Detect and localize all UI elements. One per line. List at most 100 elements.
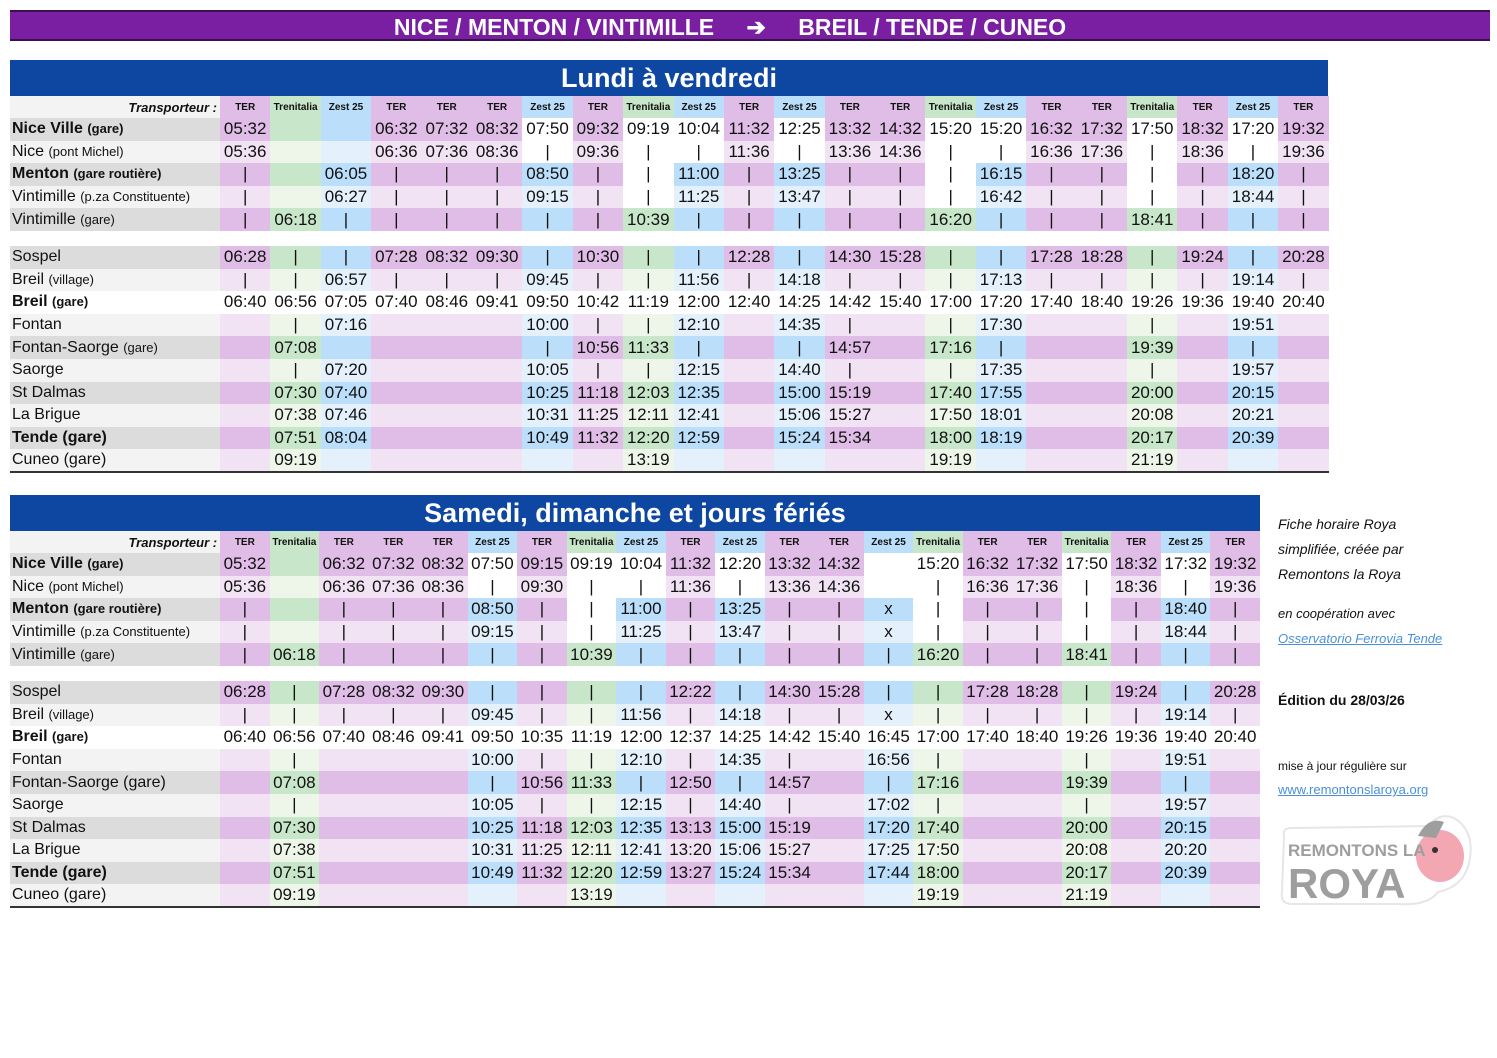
time-cell (962, 839, 1013, 862)
time-cell: | (623, 313, 674, 337)
time-cell: | (764, 703, 815, 727)
time-cell: 15:28 (814, 680, 864, 704)
time-cell: | (319, 643, 369, 666)
operator-header: Trenitalia (925, 96, 976, 118)
time-cell: 18:44 (1227, 185, 1279, 209)
operator-header: Trenitalia (1061, 531, 1112, 553)
time-cell (875, 336, 926, 359)
time-cell: 09:50 (467, 726, 518, 749)
time-cell (220, 336, 271, 359)
time-cell: 12:37 (665, 726, 716, 749)
time-cell: | (1111, 620, 1161, 644)
time-cell (1177, 426, 1228, 450)
time-cell: 06:40 (220, 291, 271, 314)
time-cell (320, 140, 372, 164)
time-cell (1012, 861, 1062, 885)
time-cell: | (1111, 703, 1161, 727)
time-cell: | (1227, 208, 1279, 231)
station-row: Breil (village) | | 06:57 | | | 09:45 | | 11:56 | 14… (10, 268, 1329, 292)
website-link[interactable]: www.remontonslaroya.org (1278, 782, 1429, 797)
time-cell: 17:00 (925, 291, 976, 314)
time-cell: 20:15 (1160, 816, 1211, 840)
time-cell: 11:00 (616, 598, 666, 621)
station-name: Sospel (10, 680, 221, 704)
time-cell: 15:27 (764, 839, 815, 862)
time-cell: 09:41 (418, 726, 468, 749)
time-cell (319, 884, 369, 907)
time-cell (875, 449, 926, 472)
operator-header: TER (1012, 531, 1062, 553)
title-bar: NICE / MENTON / VINTIMILLE ➔ BREIL / TEN… (10, 10, 1490, 41)
time-cell (665, 884, 716, 907)
credit-line-2: simplifiée, créée par (1278, 541, 1404, 557)
station-name: Cuneo (gare) (10, 449, 220, 472)
time-cell (863, 884, 914, 907)
time-cell (418, 816, 468, 840)
time-cell: 18:28 (1012, 680, 1062, 704)
station-name: St Dalmas (10, 816, 221, 840)
time-cell: | (863, 680, 914, 704)
operator-header: Trenitalia (269, 531, 320, 553)
time-cell: 09:50 (522, 291, 573, 314)
time-cell (418, 839, 468, 862)
time-cell: | (764, 620, 815, 644)
time-cell: 20:17 (1127, 426, 1178, 450)
time-cell: 20:28 (1210, 680, 1260, 704)
time-cell: | (371, 208, 422, 231)
time-cell: 20:40 (1278, 291, 1329, 314)
time-cell (421, 449, 472, 472)
time-cell (1210, 793, 1260, 817)
time-cell (863, 553, 914, 576)
time-cell: 17:35 (975, 358, 1027, 382)
time-cell: | (467, 575, 518, 599)
station-name: Breil (village) (10, 703, 221, 727)
time-cell: | (1227, 140, 1279, 164)
time-cell: 11:25 (673, 185, 724, 209)
time-cell: | (774, 208, 825, 231)
time-cell: | (368, 620, 419, 644)
weekend-table: Transporteur : TER Trenitalia TER TER TER Zest… (10, 531, 1260, 908)
time-cell: 06:36 (371, 140, 422, 164)
time-cell: 20:17 (1061, 861, 1112, 885)
time-cell (1076, 336, 1128, 359)
time-cell: | (723, 163, 775, 186)
time-cell: 19:19 (925, 449, 976, 472)
time-cell: | (764, 793, 815, 817)
time-cell (368, 884, 419, 907)
time-cell: | (673, 208, 724, 231)
operator-header: Zest 25 (467, 531, 518, 553)
time-cell: | (522, 140, 573, 164)
time-cell: 06:32 (319, 553, 369, 576)
time-cell: | (270, 358, 321, 382)
time-cell: 14:18 (715, 703, 765, 727)
time-cell: | (764, 598, 815, 621)
time-cell: 13:13 (665, 816, 716, 840)
station-name: La Brigue (10, 404, 220, 427)
time-cell: | (623, 185, 674, 209)
station-row: Vintimille (gare) | 06:18 | | | | | | 10:39 | | | | | 1… (10, 208, 1329, 231)
time-cell (723, 449, 775, 472)
time-cell: 20:21 (1227, 404, 1279, 427)
time-cell: 19:26 (1061, 726, 1112, 749)
time-cell (1278, 449, 1329, 472)
time-cell (1177, 404, 1228, 427)
time-cell (319, 861, 369, 885)
time-cell: 12:20 (566, 861, 617, 885)
time-cell: | (715, 680, 765, 704)
station-name: Sospel (10, 245, 220, 269)
time-cell: 19:36 (1210, 575, 1260, 599)
time-cell: 15:19 (764, 816, 815, 840)
time-cell: | (1210, 620, 1260, 644)
time-cell (320, 118, 372, 141)
cooperation-link[interactable]: Osservatorio Ferrovia Tende (1278, 631, 1443, 646)
station-name: Nice (pont Michel) (10, 575, 221, 599)
time-cell: 08:04 (320, 426, 372, 450)
time-cell (371, 404, 422, 427)
time-cell (220, 748, 270, 772)
time-cell (1177, 449, 1228, 472)
time-cell: | (616, 643, 666, 666)
time-cell (1111, 793, 1161, 817)
time-cell: | (814, 643, 864, 666)
station-row: La Brigue 07:38 10:31 11:25 12:11 12:41 13:20 1… (10, 839, 1260, 862)
time-cell: | (673, 140, 724, 164)
